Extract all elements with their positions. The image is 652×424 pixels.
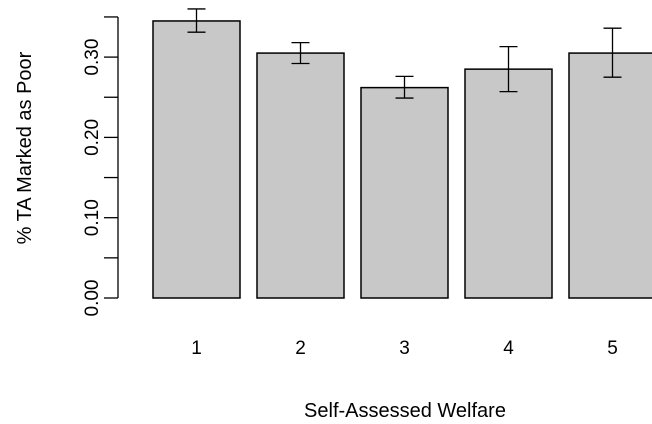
y-axis: 0.00 0.10 0.20 0.30 — [82, 16, 119, 317]
error-bar-4 — [499, 46, 518, 93]
bar-4 — [464, 68, 553, 299]
x-tick-label: 1 — [191, 338, 202, 359]
bar-3 — [360, 86, 449, 299]
x-tick-label: 5 — [607, 338, 618, 359]
bar-1 — [152, 20, 241, 299]
y-tick-label: 0.20 — [82, 119, 103, 156]
x-tick-label: 3 — [399, 338, 410, 359]
bars — [152, 20, 652, 299]
y-tick-label: 0.00 — [82, 280, 103, 317]
bar-2 — [256, 52, 345, 299]
error-bars — [187, 8, 622, 99]
x-tick-label: 2 — [295, 338, 306, 359]
y-tick-label: 0.30 — [82, 39, 103, 76]
error-bar-3 — [395, 75, 414, 99]
bar-5 — [568, 52, 652, 299]
x-axis-title: Self-Assessed Welfare — [304, 400, 506, 422]
error-bar-2 — [291, 41, 310, 65]
x-axis-tick-labels: 1 2 3 4 5 — [191, 338, 618, 359]
error-bar-1 — [187, 8, 206, 33]
y-axis-title: % TA Marked as Poor — [14, 51, 36, 244]
x-tick-label: 4 — [503, 338, 514, 359]
y-tick-label: 0.10 — [82, 199, 103, 236]
error-bar-5 — [603, 27, 622, 78]
